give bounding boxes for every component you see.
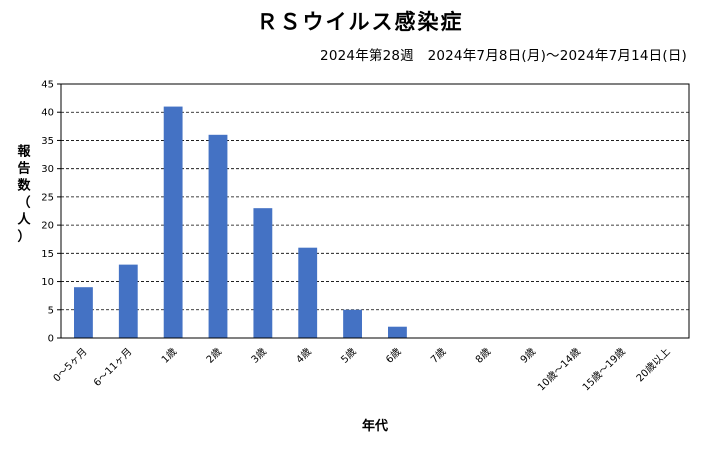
- x-tick-label: 5歳: [339, 346, 359, 366]
- chart-title: ＲＳウイルス感染症: [256, 10, 464, 34]
- y-tick-label: 45: [41, 80, 54, 91]
- x-tick-label: 8歳: [473, 346, 493, 366]
- y-tick-label: 0: [48, 334, 54, 345]
- y-tick-label: 30: [41, 164, 54, 175]
- axes: [60, 83, 690, 339]
- x-axis-label: 年代: [362, 418, 388, 434]
- x-tick-label: 15歳～19歳: [580, 346, 628, 394]
- x-tick-label: 9歳: [518, 346, 538, 366]
- grid-lines: [61, 83, 689, 311]
- bar-2: [163, 106, 183, 338]
- chart-subtitle: 2024年第28週 2024年7月8日(月)～2024年7月14日(日): [320, 48, 687, 64]
- x-tick-label: 4歳: [294, 346, 314, 366]
- y-tick-label: 35: [41, 136, 54, 147]
- bar-4: [253, 208, 273, 338]
- x-tick-label: 3歳: [249, 346, 269, 366]
- x-tick-labels: 0～5ヶ月 6～11ヶ月 1歳 2歳 3歳 4歳 5歳 6歳 7歳 8歳 9歳10歳～14歳15歳～…: [51, 346, 673, 394]
- y-axis-label: 報告数（人）: [17, 144, 31, 245]
- bar-0: [74, 287, 93, 338]
- x-tick-label: 0～5ヶ月: [51, 346, 90, 385]
- bar-6: [343, 309, 362, 338]
- bars: [74, 106, 407, 338]
- x-tick-label: 1歳: [159, 346, 179, 366]
- y-tick-label: 20: [41, 221, 54, 232]
- y-tick-labels: 0 5 10 15 20 25 30 35 40 45: [41, 80, 61, 345]
- x-tick-label: 6～11ヶ月: [91, 346, 134, 389]
- y-tick-label: 5: [48, 305, 54, 316]
- y-tick-label: 25: [41, 192, 54, 203]
- x-tick-label: 6歳: [383, 346, 403, 366]
- y-tick-label: 15: [41, 249, 54, 260]
- bar-3: [208, 134, 228, 338]
- y-tick-label: 40: [41, 108, 54, 119]
- x-tick-label: 20歳以上: [634, 346, 673, 385]
- x-tick-label: 2歳: [204, 346, 224, 366]
- plot-border: [60, 83, 690, 339]
- y-tick-label: 10: [41, 277, 54, 288]
- bar-1: [118, 264, 138, 338]
- bar-5: [298, 247, 318, 338]
- x-tick-label: 7歳: [428, 346, 448, 366]
- bar-7: [388, 326, 407, 338]
- x-tick-label: 10歳～14歳: [535, 346, 583, 394]
